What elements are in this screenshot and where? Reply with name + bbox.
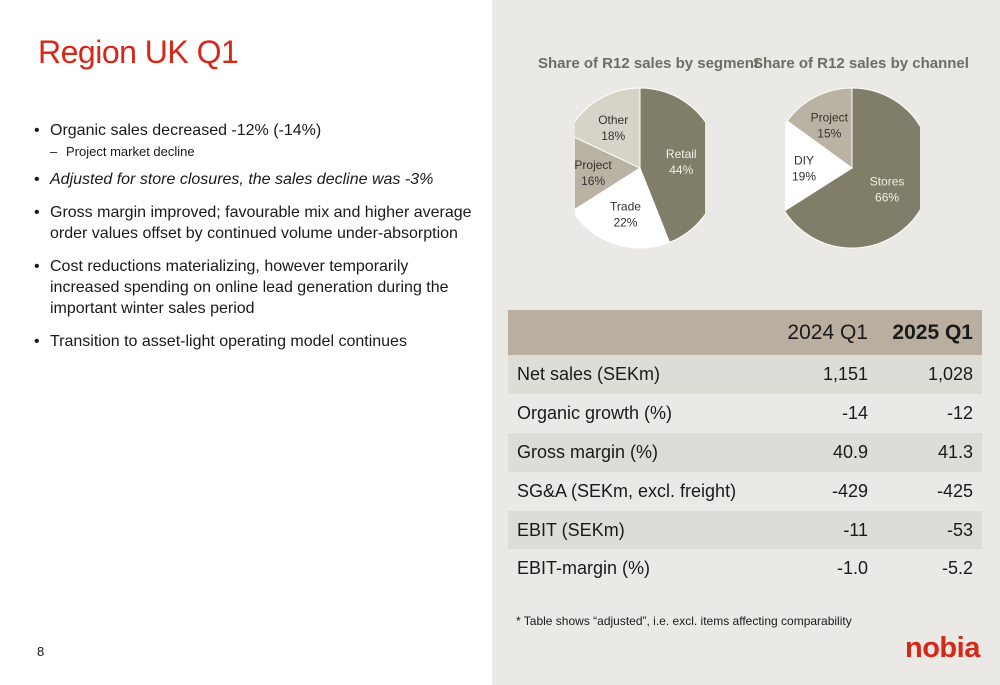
row-label: Net sales (SEKm) (517, 363, 661, 384)
table-header-row: 2024 Q1 2025 Q1 (508, 310, 982, 355)
pie-slice-retail (639, 87, 705, 244)
cell-2024: -429 (831, 480, 868, 501)
table-row: EBIT (SEKm) -11 -53 (508, 510, 982, 550)
table-row: EBIT-margin (%) -1.0 -5.2 (508, 549, 982, 589)
bullet-text: Transition to asset-light operating mode… (50, 333, 407, 350)
page-number: 8 (37, 644, 45, 659)
table-row: Gross margin (%) 40.9 41.3 (508, 432, 982, 472)
table-row: Organic growth (%) -14 -12 (508, 393, 982, 433)
cell-2024: 1,151 (822, 363, 868, 384)
bullet-marker: • (34, 122, 40, 139)
cell-2024: -14 (841, 402, 868, 423)
pie-label-name: Trade (610, 200, 641, 214)
pie-slice-other (575, 87, 641, 169)
row-label: EBIT (SEKm) (517, 519, 625, 540)
table-row: Net sales (SEKm) 1,151 1,028 (508, 355, 982, 394)
pie-label-value: 16% (581, 174, 605, 188)
bullet-text: Cost reductions materializing, however t… (50, 258, 449, 317)
pie-label-name: Retail (666, 147, 697, 161)
pie-label-name: Stores (870, 174, 905, 188)
bullet-marker: • (34, 171, 40, 188)
bullet-text: Organic sales decreased -12% (-14%) (50, 122, 322, 139)
pie-slice-diy (785, 120, 853, 212)
cell-2025: -12 (946, 402, 973, 423)
cell-2025: 41.3 (937, 441, 973, 462)
table-row: SG&A (SEKm, excl. freight) -429 -425 (508, 471, 982, 511)
bullet-text: Gross margin improved; favourable mix an… (50, 204, 472, 242)
pie-label-value: 22% (613, 216, 637, 230)
nobia-logo: nobia (905, 632, 980, 664)
channel-chart-title: Share of R12 sales by channel (753, 55, 969, 72)
channel-pie-chart: Stores 66% DIY 19% Project 15% (785, 87, 920, 249)
footnote: * Table shows “adjusted”, i.e. excl. ite… (516, 614, 852, 628)
cell-2025: -425 (936, 480, 973, 501)
segment-chart-title: Share of R12 sales by segment (538, 55, 759, 72)
cell-2025: 1,028 (927, 363, 973, 384)
pie-slice-trade (575, 167, 671, 249)
sub-bullet-item: – Project market decline (36, 143, 479, 161)
bullet-list: • Organic sales decreased -12% (-14%) – … (34, 120, 479, 364)
bullet-item: • Transition to asset-light operating mo… (34, 331, 479, 352)
sub-bullet-marker: – (50, 144, 58, 159)
row-label: Organic growth (%) (517, 402, 673, 423)
cell-2024: -11 (843, 519, 868, 540)
bullet-marker: • (34, 333, 40, 350)
cell-2024: -1.0 (836, 558, 868, 579)
row-label: EBIT-margin (%) (517, 558, 651, 579)
pie-label-name: Other (598, 113, 628, 127)
segment-pie-chart: Retail 44% Trade 22% Project 16% Other 18% (575, 87, 705, 249)
pie-label-value: 19% (792, 169, 816, 183)
bullet-marker: • (34, 258, 40, 275)
left-panel: Region UK Q1 • Organic sales decreased -… (0, 0, 492, 685)
page-title: Region UK Q1 (38, 34, 239, 70)
cell-2025: -53 (946, 519, 973, 540)
bullet-item: • Organic sales decreased -12% (-14%) – … (34, 120, 479, 161)
cell-2025: -5.2 (941, 558, 973, 579)
table-header-2024: 2024 Q1 (787, 320, 868, 344)
bullet-item: • Adjusted for store closures, the sales… (34, 169, 479, 190)
table-header-label (508, 310, 753, 355)
right-panel (492, 0, 1000, 685)
bullet-marker: • (34, 204, 40, 221)
pie-label-name: DIY (794, 153, 814, 167)
pie-slice-project (575, 136, 642, 210)
pie-label-value: 66% (875, 190, 899, 204)
cell-2024: 40.9 (832, 441, 868, 462)
pie-label-name: Project (575, 158, 612, 172)
table-header-2025: 2025 Q1 (892, 320, 973, 344)
pie-label-name: Project (811, 110, 849, 124)
sub-bullet-text: Project market decline (66, 144, 195, 159)
bullet-item: • Gross margin improved; favourable mix … (34, 202, 479, 244)
kpi-table: 2024 Q1 2025 Q1 Net sales (SEKm) 1,151 1… (508, 310, 982, 589)
bullet-text: Adjusted for store closures, the sales d… (50, 171, 434, 188)
pie-label-value: 18% (601, 129, 625, 143)
pie-slice-project (786, 87, 853, 169)
pie-label-value: 15% (817, 126, 841, 140)
row-label: Gross margin (%) (517, 441, 659, 462)
bullet-item: • Cost reductions materializing, however… (34, 256, 479, 319)
pie-label-value: 44% (669, 163, 693, 177)
row-label: SG&A (SEKm, excl. freight) (517, 480, 737, 501)
